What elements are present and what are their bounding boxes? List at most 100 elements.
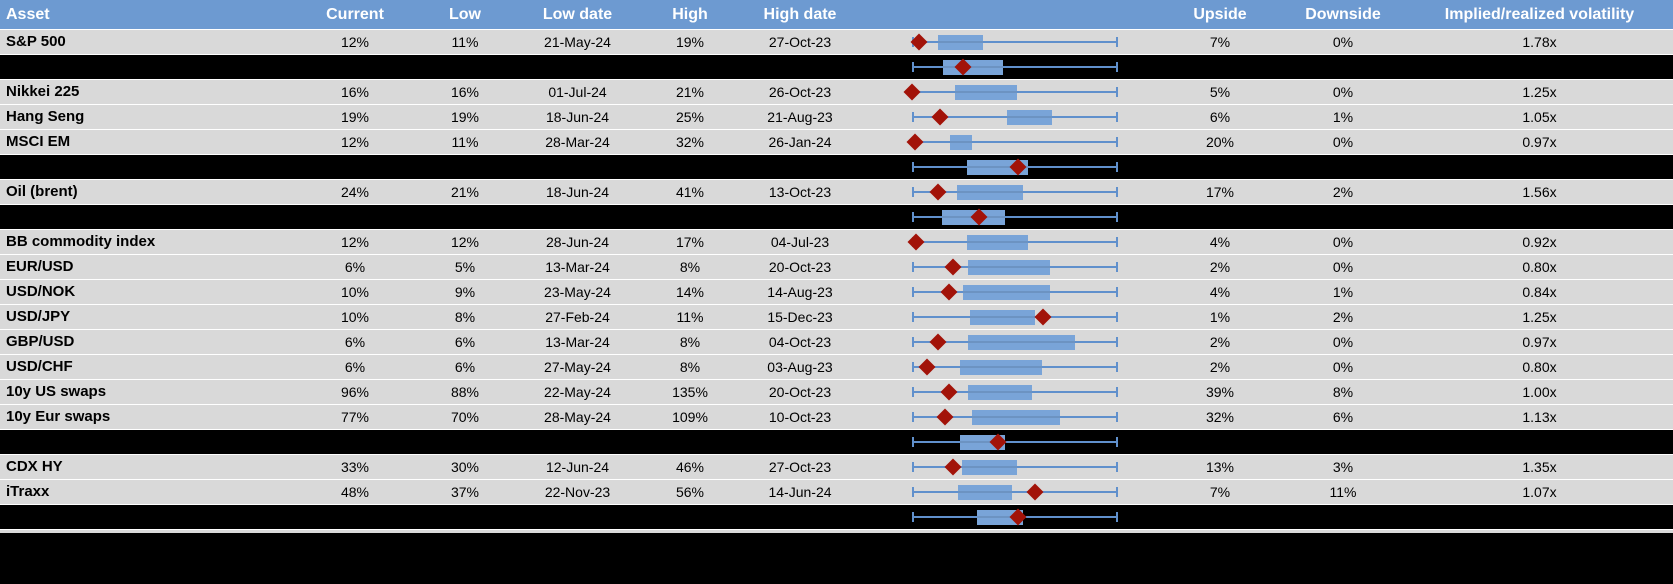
whisker-cap-left [912, 162, 914, 172]
current-level-diamond-marker [931, 108, 949, 126]
cell-low: 88% [450, 384, 480, 400]
cell-high-date: 14-Jun-24 [768, 484, 832, 500]
whisker-cap-right [1116, 87, 1118, 97]
cell-asset: Hang Seng [6, 108, 85, 125]
cell-high-date: 15-Dec-23 [767, 309, 833, 325]
whisker-cap-right [1116, 387, 1118, 397]
table-row: Oil (brent) 24% 21% 18-Jun-24 41% 13-Oct… [0, 180, 1673, 205]
boxplot-cell [860, 180, 1160, 204]
whisker-cap-left [912, 262, 914, 272]
cell-low: 11% [451, 134, 479, 150]
iqr-box [942, 59, 1004, 75]
cell-asset: Oil (brent) [6, 183, 78, 200]
box-mid-line [968, 341, 1075, 343]
boxplot-cell [860, 280, 1160, 304]
iqr-box [968, 334, 1075, 350]
cell-upside: 2% [1209, 334, 1231, 350]
cell-downside: 0% [1332, 334, 1354, 350]
box-mid-line [968, 266, 1051, 268]
cell-high-date: 03-Aug-23 [767, 359, 833, 375]
col-header-high-date: High date [763, 6, 837, 23]
boxplot [912, 155, 1118, 179]
whisker-line [912, 41, 1118, 43]
boxplot [912, 430, 1118, 454]
cell-upside: 4% [1209, 234, 1231, 250]
cell-high: 135% [672, 384, 708, 400]
cell-high: 109% [672, 409, 708, 425]
table-row: iTraxx 48% 37% 22-Nov-23 56% 14-Jun-24 7… [0, 480, 1673, 505]
current-level-diamond-marker [944, 258, 962, 276]
cell-high-date: 21-Aug-23 [767, 109, 833, 125]
cell-current: 12% [340, 134, 370, 150]
cell-downside: 3% [1332, 459, 1354, 475]
whisker-cap-left [912, 187, 914, 197]
whisker-line [912, 66, 1118, 68]
table-row: S&P 500 12% 11% 21-May-24 19% 27-Oct-23 … [0, 30, 1673, 55]
cell-high: 8% [679, 359, 701, 375]
cell-implied-realized-volatility: 1.00x [1522, 384, 1557, 400]
cell-current: 33% [340, 459, 370, 475]
boxplot [912, 405, 1118, 429]
cell-current: 10% [340, 284, 370, 300]
cell-low: 6% [454, 334, 476, 350]
whisker-cap-right [1116, 512, 1118, 522]
cell-current: 48% [340, 484, 370, 500]
table-row: USD/JPY 10% 8% 27-Feb-24 11% 15-Dec-23 1… [0, 305, 1673, 330]
current-level-diamond-marker [936, 408, 954, 426]
cell-downside: 6% [1332, 409, 1354, 425]
cell-implied-realized-volatility: 1.07x [1522, 484, 1557, 500]
whisker-cap-right [1116, 362, 1118, 372]
cell-downside: 11% [1329, 484, 1357, 500]
cell-asset: CDX HY [6, 458, 63, 475]
cell-high: 19% [675, 34, 705, 50]
cell-low-date: 12-Jun-24 [545, 459, 610, 475]
cell-implied-realized-volatility: 0.92x [1522, 234, 1557, 250]
cell-high-date: 14-Aug-23 [767, 284, 833, 300]
col-header-upside: Upside [1193, 6, 1247, 23]
cell-high: 25% [675, 109, 705, 125]
boxplot [910, 30, 1118, 54]
cell-low-date: 28-May-24 [544, 409, 611, 425]
cell-upside: 13% [1205, 459, 1235, 475]
box-mid-line [959, 441, 1005, 443]
boxplot-cell [860, 255, 1160, 279]
separator-row [0, 205, 1673, 230]
cell-asset: iTraxx [6, 483, 50, 500]
cell-upside: 7% [1209, 484, 1231, 500]
box-mid-line [957, 491, 1012, 493]
cell-high: 32% [675, 134, 705, 150]
cell-high: 56% [675, 484, 705, 500]
cell-implied-realized-volatility: 1.78x [1522, 34, 1557, 50]
cell-downside: 2% [1332, 309, 1354, 325]
cell-low-date: 21-May-24 [544, 34, 611, 50]
iqr-box [962, 459, 1018, 475]
table-row: USD/NOK 10% 9% 23-May-24 14% 14-Aug-23 4… [0, 280, 1673, 305]
col-header-low-date: Low date [542, 6, 613, 23]
cell-high-date: 26-Jan-24 [768, 134, 832, 150]
cell-high-date: 04-Jul-23 [770, 234, 830, 250]
boxplot-cell [860, 155, 1160, 179]
whisker-cap-right [1116, 137, 1118, 147]
col-header-implied-realized-volatility: Implied/realized volatility [1444, 6, 1635, 23]
cell-low-date: 13-Mar-24 [545, 334, 610, 350]
whisker-cap-right [1116, 487, 1118, 497]
whisker-cap-left [912, 62, 914, 72]
cell-high: 21% [675, 84, 705, 100]
cell-downside: 0% [1332, 259, 1354, 275]
whisker-cap-left [912, 212, 914, 222]
cell-asset: USD/NOK [6, 283, 76, 300]
whisker-cap-right [1116, 37, 1118, 47]
boxplot [912, 455, 1118, 479]
boxplot [912, 355, 1118, 379]
whisker-cap-left [912, 337, 914, 347]
current-level-diamond-marker [1034, 308, 1052, 326]
current-level-diamond-marker [940, 383, 958, 401]
whisker-cap-right [1116, 162, 1118, 172]
separator-row [0, 155, 1673, 180]
cell-low-date: 27-Feb-24 [545, 309, 610, 325]
box-mid-line [955, 91, 1018, 93]
col-header-asset: Asset [6, 6, 50, 23]
cell-current: 10% [340, 309, 370, 325]
boxplot [912, 480, 1118, 504]
cell-asset: Nikkei 225 [6, 83, 80, 100]
